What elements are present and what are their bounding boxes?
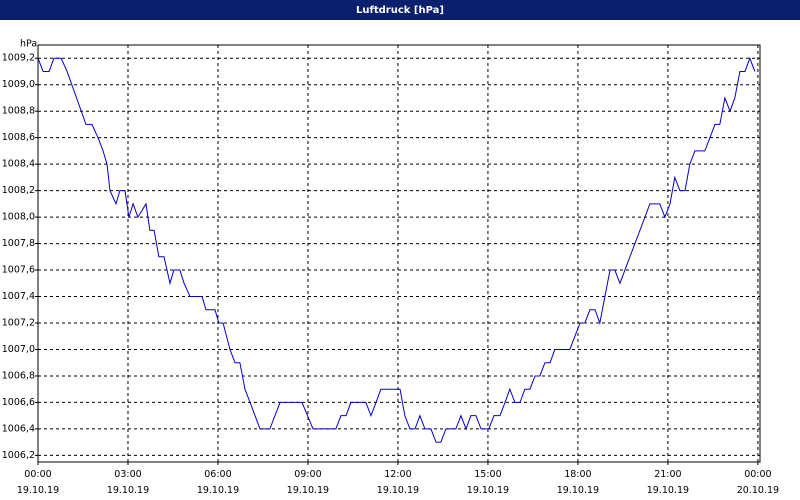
chart-title: Luftdruck [hPa] xyxy=(356,5,444,16)
x-tick-label-line: 19.10.19 xyxy=(287,485,329,496)
x-tick-label: 21:00 19.10.19 xyxy=(647,469,689,496)
x-tick-label: 06:00 19.10.19 xyxy=(197,469,239,496)
x-tick-label-line: 19.10.19 xyxy=(107,485,149,496)
y-tick-label: 1006,4 xyxy=(2,423,35,434)
x-tick-label-line: 00:00 xyxy=(744,469,771,480)
y-tick-label: 1008,2 xyxy=(2,185,35,196)
y-tick-label: 1008,6 xyxy=(2,132,35,143)
x-tick-label: 00:00 20.10.19 xyxy=(737,469,779,496)
plot-frame xyxy=(37,44,761,463)
x-tick-label-line: 19.10.19 xyxy=(647,485,689,496)
y-tick-label: 1009,0 xyxy=(2,79,35,90)
x-tick-label: 09:00 19.10.19 xyxy=(287,469,329,496)
y-tick-label: 1008,0 xyxy=(2,212,35,223)
y-tick-label: 1006,6 xyxy=(2,397,35,408)
y-tick-label: 1007,4 xyxy=(2,291,35,302)
y-axis-label: hPa xyxy=(20,39,37,50)
y-tick-label: 1008,4 xyxy=(2,159,35,170)
x-tick-label-line: 19.10.19 xyxy=(377,485,419,496)
x-tick-label-line: 19.10.19 xyxy=(557,485,599,496)
x-tick-label: 18:00 19.10.19 xyxy=(557,469,599,496)
y-tick-label: 1007,0 xyxy=(2,344,35,355)
x-tick-label: 12:00 19.10.19 xyxy=(377,469,419,496)
x-tick-label: 03:00 19.10.19 xyxy=(107,469,149,496)
y-tick-label: 1008,8 xyxy=(2,106,35,117)
x-tick-label-line: 21:00 xyxy=(654,469,681,480)
x-tick-label-line: 00:00 xyxy=(24,469,51,480)
x-tick-label-line: 19.10.19 xyxy=(197,485,239,496)
y-tick-label: 1006,2 xyxy=(2,450,35,461)
x-tick-label-line: 19.10.19 xyxy=(467,485,509,496)
x-tick-label-line: 18:00 xyxy=(564,469,591,480)
x-tick-label-line: 19.10.19 xyxy=(17,485,59,496)
x-tick-label-line: 09:00 xyxy=(294,469,321,480)
y-tick-label: 1007,6 xyxy=(2,265,35,276)
y-tick-label: 1009,2 xyxy=(2,53,35,64)
x-tick-label-line: 06:00 xyxy=(204,469,231,480)
x-tick-label-line: 20.10.19 xyxy=(737,485,779,496)
title-bar xyxy=(0,0,800,20)
y-tick-label: 1007,8 xyxy=(2,238,35,249)
x-tick-label: 15:00 19.10.19 xyxy=(467,469,509,496)
line-series xyxy=(37,56,756,443)
y-tick-label: 1006,8 xyxy=(2,370,35,381)
y-tick-label: 1007,2 xyxy=(2,318,35,329)
x-tick-label-line: 03:00 xyxy=(114,469,141,480)
x-tick-label-line: 15:00 xyxy=(474,469,501,480)
x-tick-label-line: 12:00 xyxy=(384,469,411,480)
x-tick-label: 00:00 19.10.19 xyxy=(17,469,59,496)
